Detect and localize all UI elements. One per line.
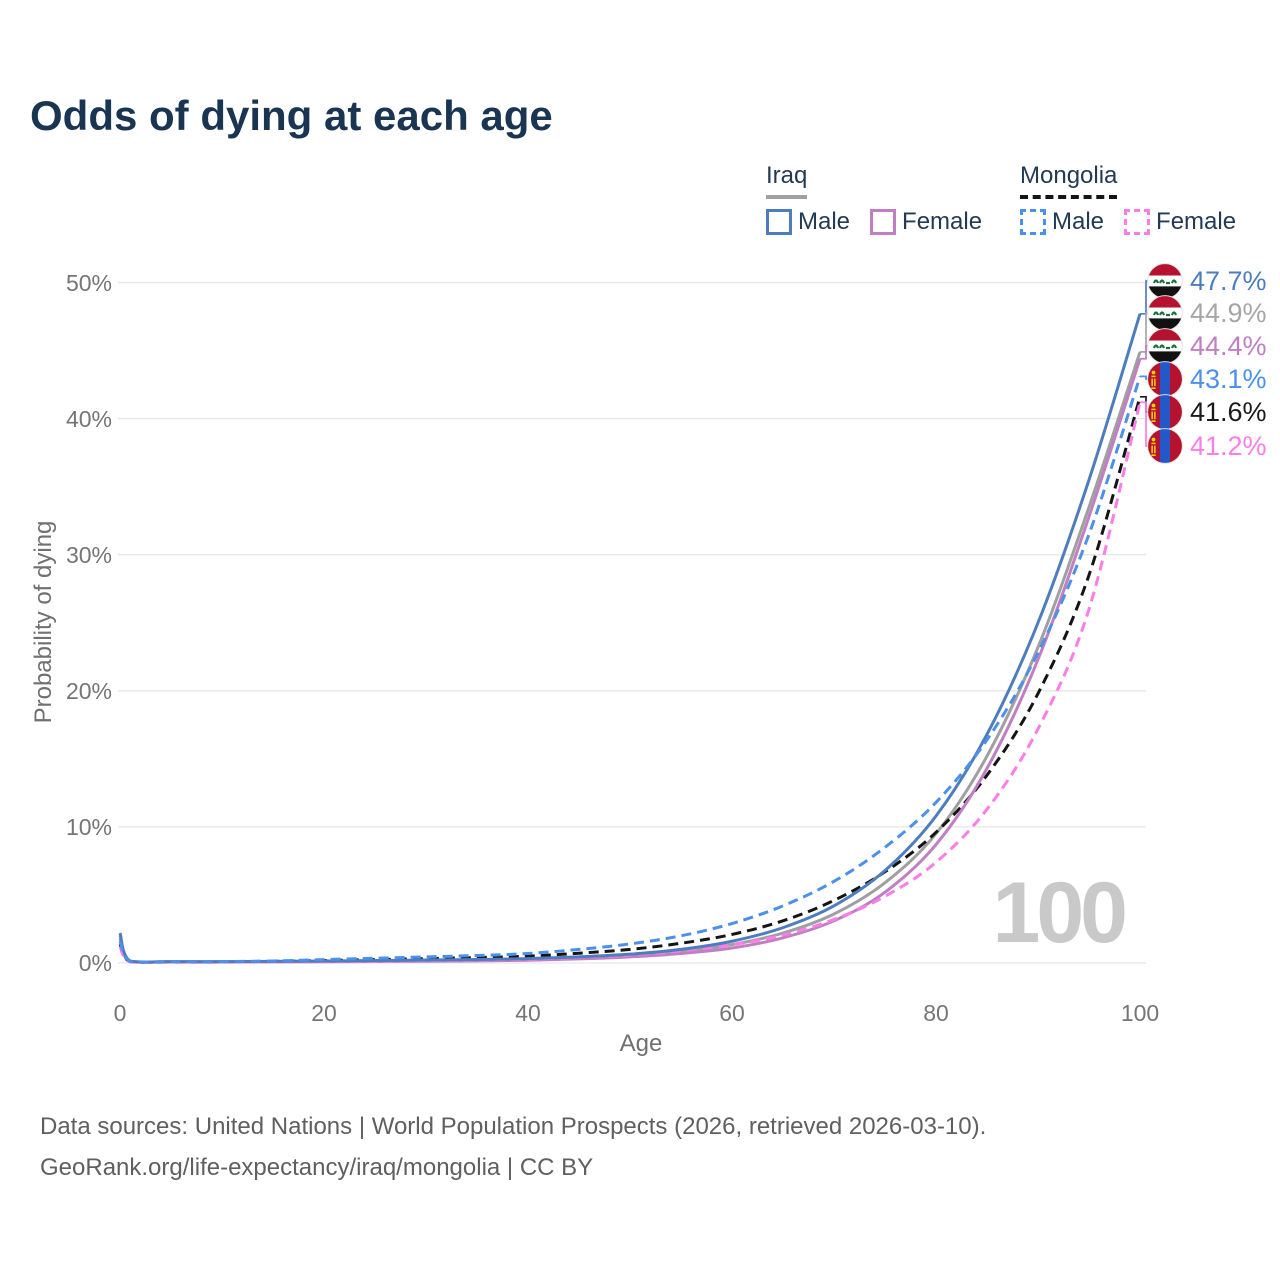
end-label-value: 44.4% xyxy=(1190,330,1267,361)
legend-label: Male xyxy=(1052,208,1105,235)
legend-item-mongolia-male[interactable]: Male xyxy=(1020,208,1104,236)
legend-item-mongolia-female[interactable]: Female xyxy=(1124,208,1236,236)
end-label-row-iraq-female: 44.4% xyxy=(1147,328,1267,364)
end-label-value: 41.6% xyxy=(1190,396,1267,427)
x-axis-title: Age xyxy=(619,1030,663,1057)
age-watermark: 100 xyxy=(992,865,1129,961)
mongolia-flag-icon xyxy=(1147,428,1183,464)
x-tick-label: 60 xyxy=(719,1000,745,1026)
iraq-flag-icon xyxy=(1147,295,1183,331)
end-label-row-iraq-male: 47.7% xyxy=(1147,263,1267,299)
legend-label: Male xyxy=(798,208,851,235)
end-label-row-iraq: 44.9% xyxy=(1147,295,1267,331)
legend-label: Female xyxy=(902,208,983,235)
iraq-female-swatch-icon xyxy=(870,209,897,235)
mongolia-female-swatch-icon xyxy=(1124,209,1151,235)
series-line-iraq-male xyxy=(118,313,1142,964)
legend-group-mongolia: Mongolia Male Female xyxy=(1020,162,1236,236)
mongolia-male-swatch-icon xyxy=(1020,209,1046,235)
x-tick-label: 80 xyxy=(923,1000,949,1026)
mongolia-flag-icon xyxy=(1147,361,1183,397)
y-tick-label: 30% xyxy=(65,541,112,568)
iraq-flag-icon xyxy=(1147,263,1183,299)
mongolia-flag-icon xyxy=(1147,394,1183,430)
legend-item-iraq-male[interactable]: Male xyxy=(766,208,850,236)
end-label-value: 43.1% xyxy=(1190,363,1267,394)
footer: Data sources: United Nations | World Pop… xyxy=(40,1106,986,1188)
iraq-male-swatch-icon xyxy=(766,209,792,235)
end-label-row-mongolia-male: 43.1% xyxy=(1147,361,1267,397)
x-tick-label: 0 xyxy=(113,1000,127,1026)
legend-label: Female xyxy=(1156,208,1237,235)
end-label-value: 47.7% xyxy=(1190,265,1267,296)
footer-sources-line: Data sources: United Nations | World Pop… xyxy=(40,1113,987,1140)
y-tick-label: 20% xyxy=(65,677,112,704)
legend-group-iraq: Iraq Male Female xyxy=(766,162,982,236)
x-tick-label: 20 xyxy=(311,1000,337,1026)
y-tick-label: 40% xyxy=(65,405,112,432)
iraq-flag-icon xyxy=(1147,328,1183,364)
x-tick-label: 40 xyxy=(515,1000,541,1026)
end-label-value: 41.2% xyxy=(1190,430,1267,461)
legend-row-iraq: Male Female xyxy=(766,208,982,236)
page-title: Odds of dying at each age xyxy=(30,92,553,139)
end-label-row-mongolia: 41.6% xyxy=(1147,394,1267,430)
legend-row-mongolia: Male Female xyxy=(1020,208,1236,236)
legend-item-iraq-female[interactable]: Female xyxy=(870,208,982,236)
y-tick-label: 50% xyxy=(65,269,112,296)
y-tick-label: 0% xyxy=(78,950,112,976)
end-label-row-mongolia-female: 41.2% xyxy=(1147,428,1267,464)
end-label-value: 44.9% xyxy=(1190,297,1267,328)
x-tick-label: 100 xyxy=(1120,1000,1160,1026)
series-line-mongolia-male xyxy=(118,375,1142,964)
legend-heading-mongolia[interactable]: Mongolia xyxy=(1020,162,1118,199)
footer-url-line: GeoRank.org/life-expectancy/iraq/mongoli… xyxy=(40,1154,594,1181)
y-tick-label: 10% xyxy=(65,813,112,840)
legend-heading-iraq[interactable]: Iraq xyxy=(766,162,808,199)
